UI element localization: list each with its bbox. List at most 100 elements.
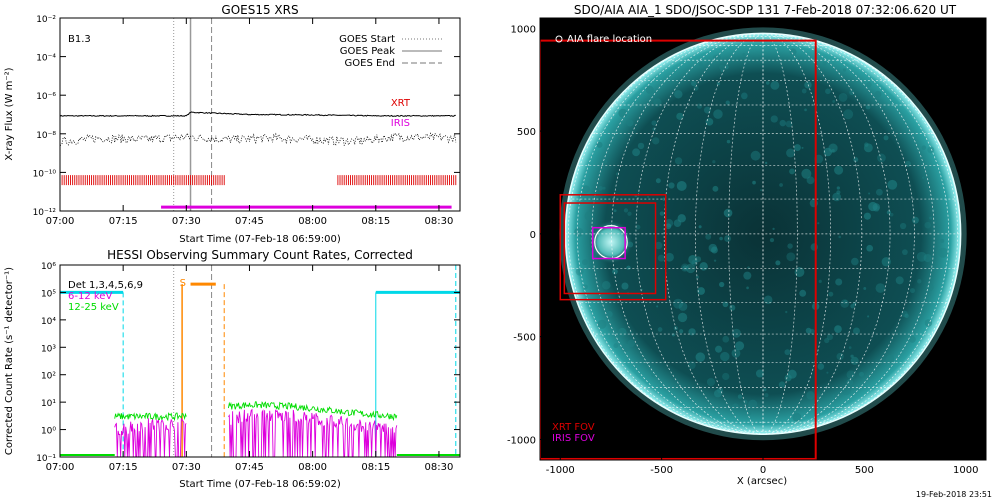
goes-legend: GOES Start GOES Peak GOES End XRT IRIS [339,34,442,129]
aia-y-tick-label: 1000 [511,24,536,35]
hessi-y-tick-label: 10⁵ [41,289,56,299]
sun-texture-speck [703,106,711,114]
sun-texture-speck [785,310,788,314]
sun-texture-speck [840,299,849,308]
sun-texture-speck [685,263,696,274]
sun-texture-speck [627,211,632,216]
sun-texture-speck [678,302,688,311]
goes-y-tick-label: 10⁻⁴ [36,54,56,64]
sun-texture-speck [765,81,770,85]
sun-texture-speck [901,310,908,318]
sun-texture-speck [924,221,932,229]
sun-longitude-line [663,33,764,435]
sun-texture-speck [688,328,696,336]
hessi-y-tick-label: 10⁰ [41,427,56,437]
sun-longitude-line [695,33,764,435]
sun-texture-speck [765,161,768,165]
sun-texture-speck [877,153,886,163]
sun-texture-speck [940,238,945,243]
sun-texture-speck [887,179,898,190]
sun-longitude-line [762,33,891,435]
sun-texture-speck [618,327,627,337]
sun-texture-speck [673,298,684,309]
sun-texture-speck [836,186,840,190]
goes-y-tick-label: 10⁻⁶ [36,92,56,102]
sun-texture-speck [732,403,739,411]
sun-texture-speck [792,412,802,422]
goes-series-long [60,111,456,117]
sun-texture-speck [911,216,919,224]
sun-texture-speck [664,219,674,228]
goes-x-tick-label: 08:30 [425,216,454,227]
goes-y-axis-label: X-ray Flux (W m⁻²) [4,67,15,160]
aia-y-tick-label: 0 [530,230,536,241]
sun-texture-speck [825,88,831,95]
sun-texture-speck [853,327,861,335]
sun-texture-speck [653,98,662,107]
sun-texture-speck [883,135,889,141]
sun-texture-speck [676,112,684,120]
sun-texture-speck [747,266,750,269]
sun-texture-speck [697,287,705,295]
sun-texture-speck [737,394,743,399]
goes-x-tick-label: 08:00 [298,216,327,227]
sun-texture-speck [637,142,645,150]
sun-texture-speck [843,109,854,120]
aia-legend-xrt-label: XRT FOV [552,422,595,433]
goes-y-tick-label: 10⁻⁸ [36,131,56,141]
sun-texture-speck [865,104,871,110]
sun-texture-speck [810,243,818,251]
hessi-panel: HESSI Observing Summary Count Rates, Cor… [4,248,461,490]
aia-x-tick-label: -1000 [546,465,575,476]
sun-texture-speck [632,148,641,157]
sun-texture-speck [763,295,773,305]
sun-texture-speck [582,284,588,290]
sun-texture-speck [818,279,822,284]
sun-texture-speck [826,371,829,374]
sun-texture-speck [786,148,795,158]
aia-legend-top: AIA flare location [555,34,652,45]
sun-texture-speck [657,254,665,262]
sun-texture-speck [921,176,925,179]
sun-texture-speck [866,244,874,252]
xrt-fov-box [563,202,657,295]
aia-panel: SDO/AIA AIA_1 SDO/JSOC-SDP 131 7-Feb-201… [507,3,992,499]
sun-texture-speck [832,394,835,397]
sun-texture-speck [731,328,741,338]
sun-longitude-line [577,33,764,435]
sun-texture-speck [823,147,833,157]
sun-texture-speck [747,56,753,62]
hessi-title: HESSI Observing Summary Count Rates, Cor… [107,248,413,262]
sun-texture-speck [712,185,719,192]
aia-axes: -1000 -500 0 500 1000 -1000 -500 0 500 1000 [507,24,979,476]
hessi-x-tick-label: 08:30 [425,462,454,473]
sun-texture-speck [729,304,736,311]
sun-texture-speck [789,48,797,56]
hessi-x-tick-label: 07:45 [235,462,264,473]
sun-texture-speck [734,341,745,351]
sun-texture-speck [805,327,812,334]
sun-texture-speck [621,282,629,290]
sun-texture-speck [720,69,724,72]
sun-texture-speck [712,160,716,164]
sun-longitude-line [762,33,949,435]
hessi-y-tick-label: 10⁶ [41,262,56,272]
sun-texture-speck [657,327,663,332]
sun-texture-speck [889,212,894,217]
sun-texture-speck [708,243,718,253]
sun-texture-speck [849,89,855,96]
sun-texture-speck [850,304,855,309]
sun-longitude-line [635,33,764,435]
sun-texture-speck [695,275,700,279]
hessi-plot-frame [59,264,461,458]
sun-texture-speck [787,243,793,249]
sun-texture-speck [789,168,795,175]
sun-texture-speck [688,254,698,265]
sun-texture-speck [695,256,702,263]
goes-class-label: B1.3 [68,34,91,45]
sun-texture-speck [785,120,793,128]
sun-texture-speck [687,361,696,370]
sun-texture-speck [904,313,909,318]
sun-texture-speck [715,345,723,353]
sun-texture-speck [824,337,830,344]
